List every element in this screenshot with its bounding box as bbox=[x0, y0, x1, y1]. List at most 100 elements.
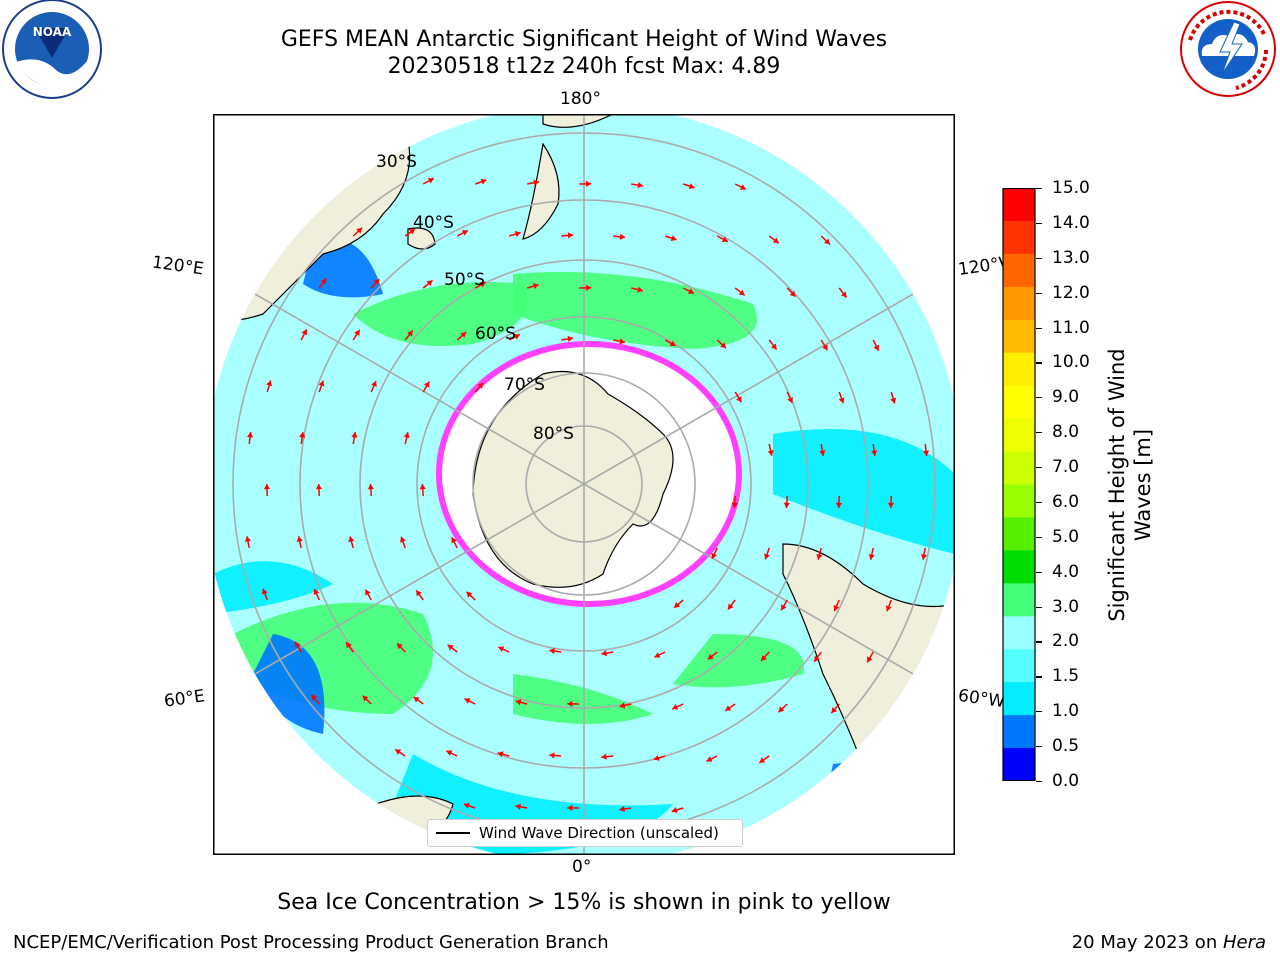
wave-direction-arrow bbox=[404, 228, 416, 237]
wave-field-4 bbox=[513, 674, 653, 724]
landmass-2 bbox=[407, 227, 436, 250]
wave-direction-arrow bbox=[768, 235, 780, 244]
colorbar-tick-mark bbox=[1036, 571, 1042, 573]
wave-direction-arrow bbox=[731, 495, 738, 509]
colorbar-tick-mark bbox=[1036, 676, 1042, 678]
colorbar-tick-mark bbox=[1036, 362, 1042, 364]
wave-direction-arrow bbox=[682, 287, 695, 295]
wave-direction-arrow bbox=[396, 642, 406, 653]
colorbar-segment-15 bbox=[1003, 682, 1035, 716]
wave-direction-arrow bbox=[631, 182, 644, 189]
wave-direction-arrow bbox=[706, 755, 718, 762]
colorbar-frame bbox=[1002, 188, 1036, 781]
wave-direction-arrow bbox=[579, 284, 592, 291]
wave-direction-arrow bbox=[734, 183, 747, 191]
wave-direction-arrow bbox=[561, 232, 574, 239]
wave-direction-arrow bbox=[561, 335, 574, 342]
colorbar-tick-mark bbox=[1036, 536, 1042, 538]
wave-direction-arrow bbox=[890, 391, 897, 404]
wave-direction-arrow bbox=[654, 651, 666, 658]
colorbar-segment-5 bbox=[1003, 352, 1035, 387]
wave-direction-arrow bbox=[768, 339, 778, 350]
wave-direction-arrow bbox=[351, 432, 358, 445]
wave-direction-arrow bbox=[515, 699, 528, 706]
lon-label-180: 180° bbox=[560, 89, 601, 109]
wave-direction-arrow bbox=[671, 807, 684, 813]
wave-direction-arrow bbox=[664, 235, 677, 242]
colorbar-segment-13 bbox=[1003, 616, 1035, 650]
colorbar-tick-mark bbox=[1036, 606, 1042, 608]
wave-field-6 bbox=[253, 634, 325, 734]
wave-direction-arrow bbox=[422, 381, 430, 393]
colorbar-tick-mark bbox=[1036, 781, 1042, 783]
wave-direction-arrow bbox=[549, 648, 562, 655]
wave-direction-arrow bbox=[767, 443, 774, 456]
wave-direction-arrow bbox=[318, 380, 325, 393]
noaa-logo-text: NOAA bbox=[33, 25, 72, 39]
colorbar-segment-8 bbox=[1003, 451, 1035, 485]
colorbar-tick-mark bbox=[1036, 467, 1042, 469]
lon-label-60w: 60°W bbox=[956, 685, 1007, 713]
wave-direction-arrow bbox=[707, 651, 718, 661]
wave-direction-arrow bbox=[619, 805, 632, 813]
colorbar-tick-label: 4.0 bbox=[1052, 561, 1080, 582]
wave-direction-arrow bbox=[464, 698, 476, 705]
nws-logo bbox=[1180, 1, 1276, 97]
wave-direction-arrow bbox=[403, 432, 410, 445]
wave-field-1 bbox=[353, 282, 528, 346]
wave-direction-arrow bbox=[404, 330, 414, 341]
colorbar-tick-label: 0.0 bbox=[1052, 771, 1080, 791]
lat-label-50s: 50°S bbox=[444, 270, 485, 290]
colorbar-tick-mark bbox=[1036, 432, 1042, 434]
wave-direction-arrow bbox=[345, 641, 354, 653]
colorbar-tick-label: 5.0 bbox=[1052, 526, 1080, 547]
wave-direction-arrow bbox=[315, 483, 323, 497]
wave-direction-arrow bbox=[813, 651, 822, 663]
wave-direction-arrow bbox=[830, 703, 840, 714]
colorbar-tick-mark bbox=[1036, 222, 1042, 225]
wave-direction-arrow bbox=[497, 751, 510, 758]
lat-label-40s: 40°S bbox=[413, 213, 454, 233]
wave-direction-arrow bbox=[296, 536, 303, 549]
lat-label-60s: 60°S bbox=[475, 324, 516, 344]
wave-direction-arrow bbox=[724, 703, 736, 712]
wave-field-3 bbox=[673, 634, 804, 688]
wave-direction-arrow bbox=[922, 443, 930, 457]
colorbar-segment-7 bbox=[1003, 418, 1035, 453]
wave-direction-arrow bbox=[734, 391, 743, 403]
colorbar-tick-label: 15.0 bbox=[1052, 178, 1090, 198]
wave-direction-arrow bbox=[370, 278, 380, 289]
colorbar-tick-label: 7.0 bbox=[1052, 457, 1080, 478]
colorbar-tick-label: 3.0 bbox=[1052, 596, 1080, 617]
lon-label-0: 0° bbox=[572, 857, 592, 877]
wave-direction-arrow bbox=[664, 339, 677, 347]
colorbar-segment-6 bbox=[1003, 385, 1035, 420]
wave-direction-arrow bbox=[716, 339, 727, 349]
colorbar-label-line2: Waves [m] bbox=[1131, 428, 1155, 542]
wave-direction-arrow bbox=[447, 644, 458, 653]
wave-direction-arrow bbox=[364, 589, 372, 601]
wave-direction-arrow bbox=[497, 646, 510, 653]
noaa-logo: NOAA bbox=[2, 0, 102, 99]
wave-direction-arrow bbox=[866, 651, 874, 663]
colorbar-tick-mark bbox=[1036, 641, 1042, 643]
wave-direction-arrow bbox=[474, 382, 484, 393]
wave-field-2 bbox=[513, 272, 757, 349]
wave-direction-arrow bbox=[294, 641, 302, 653]
colorbar-tick-label: 13.0 bbox=[1052, 247, 1090, 268]
wave-direction-arrow bbox=[567, 804, 580, 811]
wave-direction-arrow bbox=[619, 702, 632, 709]
wave-direction-arrow bbox=[422, 279, 433, 289]
wave-direction-arrow bbox=[367, 483, 374, 497]
wave-direction-arrow bbox=[783, 495, 790, 509]
lat-label-70s: 70°S bbox=[504, 375, 545, 395]
colorbar-tick-label: 10.0 bbox=[1052, 352, 1090, 373]
wave-direction-arrow bbox=[352, 329, 361, 341]
wave-direction-arrow bbox=[261, 588, 268, 601]
lon-label-60e: 60°E bbox=[162, 686, 207, 712]
wave-direction-arrow bbox=[777, 703, 788, 713]
colorbar-tick-mark bbox=[1036, 746, 1042, 748]
wave-direction-arrow bbox=[370, 380, 377, 393]
map-legend: Wind Wave Direction (unscaled) bbox=[427, 819, 743, 847]
colorbar-tick-label: 6.0 bbox=[1052, 491, 1080, 512]
